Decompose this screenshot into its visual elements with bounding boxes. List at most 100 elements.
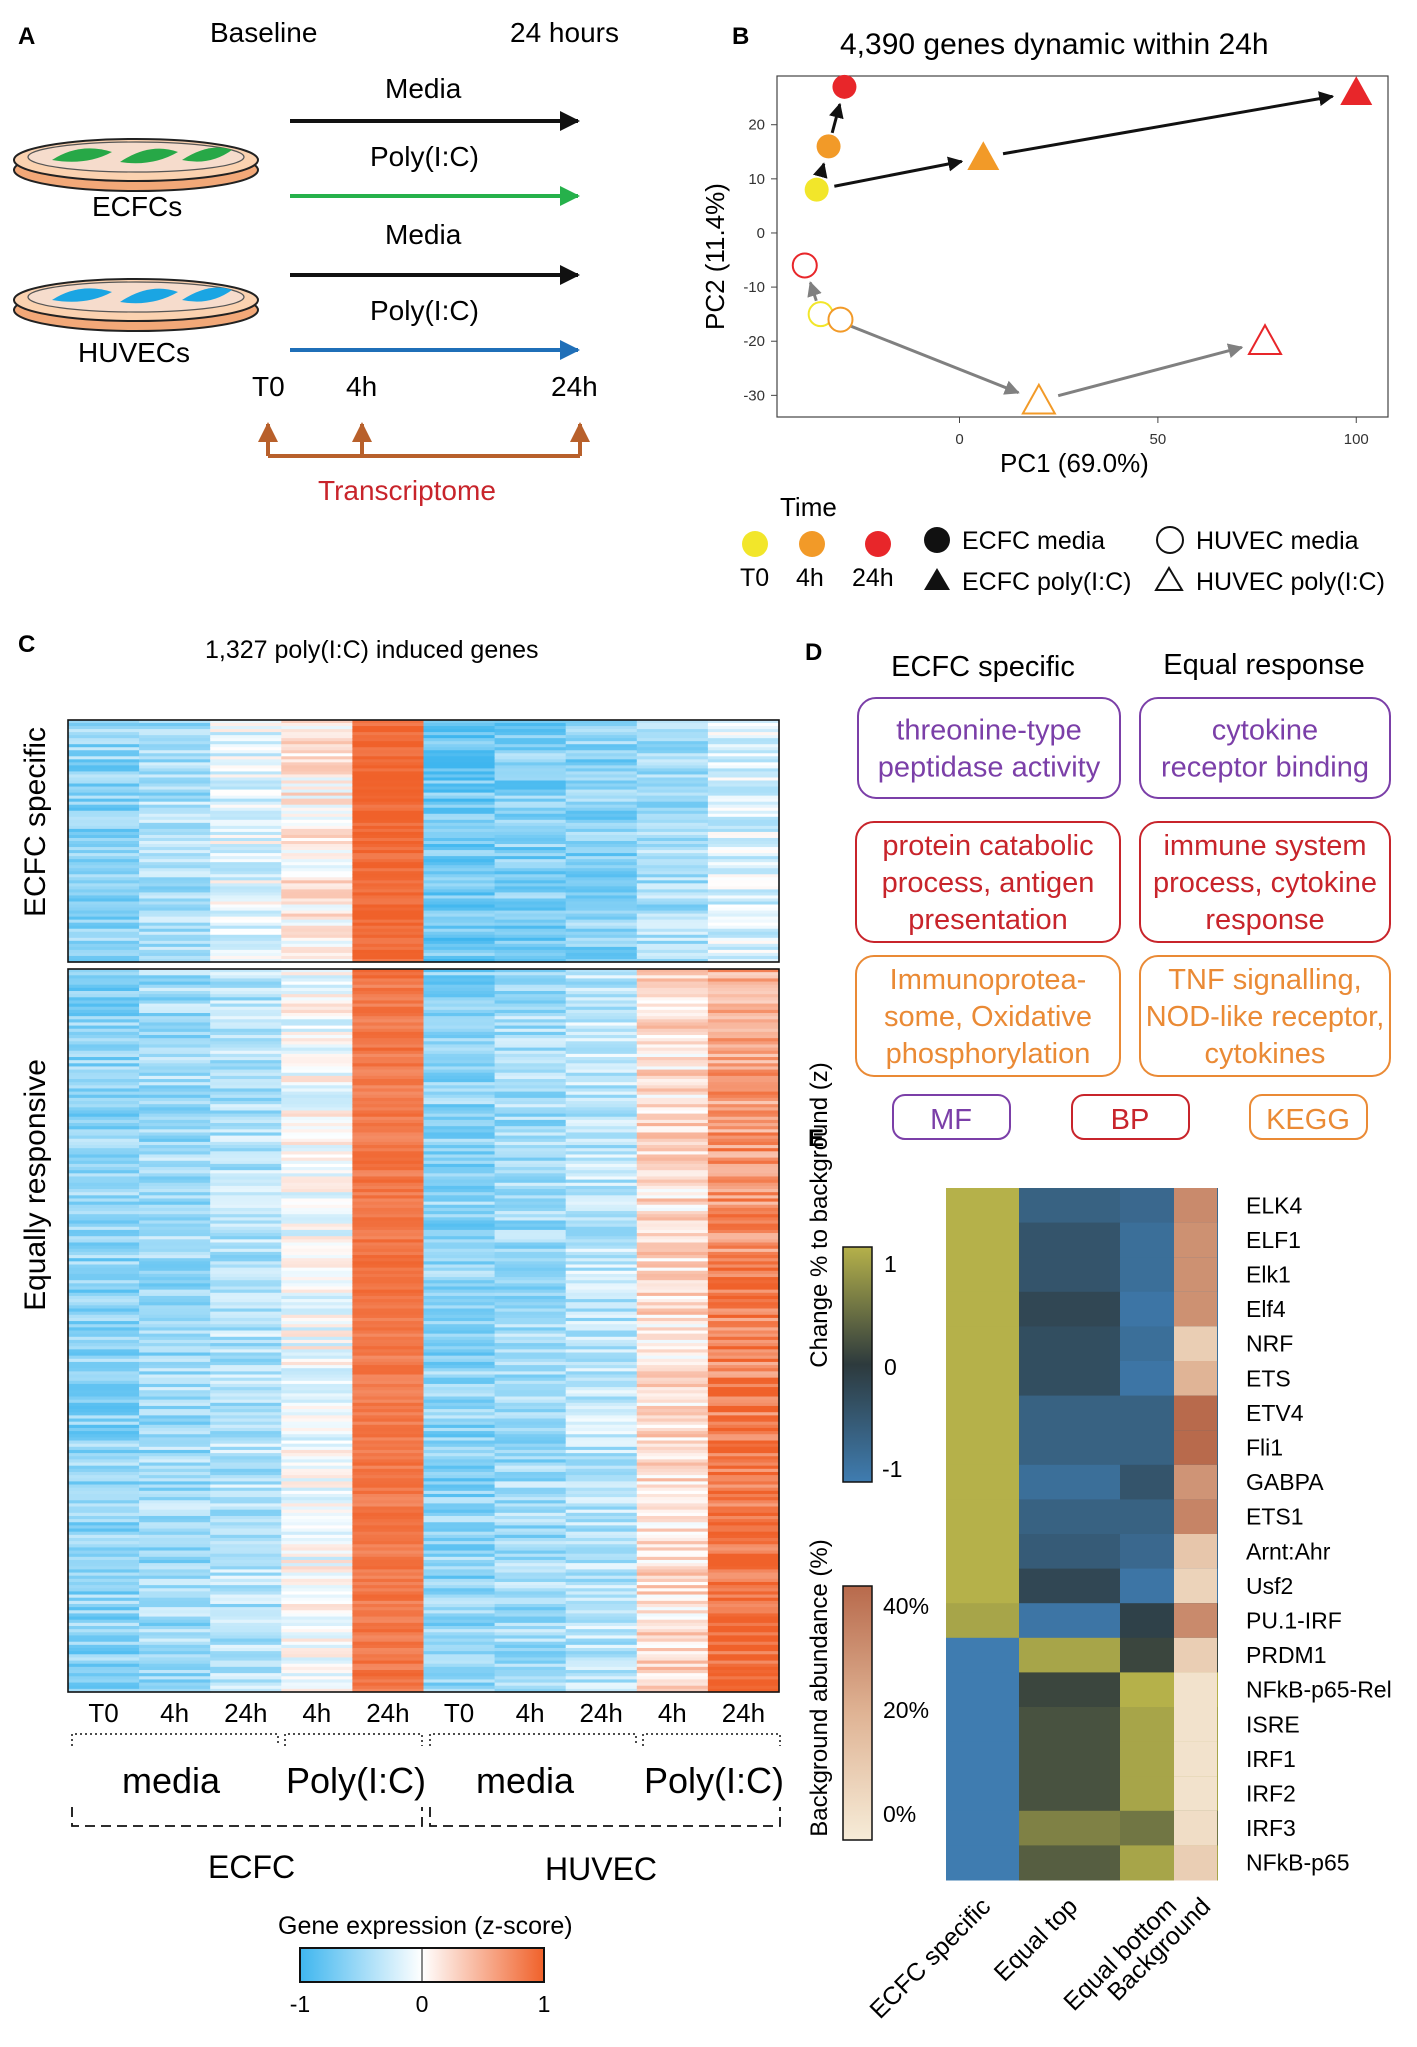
- heatmap-cell: [423, 1610, 496, 1615]
- heatmap-cell: [494, 949, 567, 954]
- heatmap-cell: [636, 1336, 709, 1341]
- heatmap-cell: [210, 868, 282, 872]
- heatmap-cell: [494, 1676, 567, 1681]
- heatmap-cell: [707, 822, 780, 827]
- heatmap-cell: [636, 1475, 709, 1479]
- heatmap-cell: [281, 1019, 353, 1024]
- heatmap-cell: [494, 1019, 567, 1024]
- heatmap-cluster2-frame: [67, 968, 780, 1693]
- heatmap-cell: [210, 1638, 282, 1643]
- heatmap-cell: [494, 1160, 567, 1165]
- heatmap-cell: [565, 810, 638, 815]
- heatmap-cell: [565, 1214, 638, 1218]
- heatmap-cell: [281, 1635, 353, 1640]
- heatmap-cell: [636, 1292, 709, 1297]
- heatmap-cell: [494, 1666, 567, 1671]
- heatmap-cell: [707, 1468, 780, 1473]
- enrichment-text-equal-kegg: TNF signalling, NOD-like receptor, cytokin…: [1146, 964, 1385, 1070]
- heatmap-cell: [352, 943, 425, 948]
- heatmap-cell: [423, 1594, 496, 1599]
- heatmap-cell: [423, 768, 496, 773]
- heatmap-cell: [352, 792, 425, 797]
- heatmap-cell: [423, 1082, 496, 1086]
- heatmap-cell: [210, 1135, 282, 1140]
- heatmap-cell: [352, 1107, 425, 1112]
- heatmap-cell: [281, 1409, 353, 1413]
- heatmap-cell: [636, 1431, 709, 1435]
- heatmap-cell: [423, 1141, 496, 1146]
- heatmap-cell: [281, 1138, 353, 1143]
- heatmap-cell: [423, 898, 496, 903]
- heatmap-cell: [423, 771, 496, 776]
- heatmap-cell: [423, 1286, 496, 1291]
- heatmap-cell: [565, 1418, 638, 1423]
- heatmap-cell: [636, 816, 709, 821]
- heatmap-cell: [210, 804, 282, 809]
- heatmap-cell: [494, 777, 567, 782]
- heatmap-cell: [494, 1135, 567, 1140]
- heatmap-cell: [423, 1025, 496, 1030]
- heatmap-cell: [636, 1393, 709, 1398]
- heatmap-cell: [707, 1566, 780, 1570]
- heatmap-cell: [281, 1163, 353, 1168]
- heatmap-cell: [423, 1497, 496, 1501]
- heatmap-cell: [565, 1264, 638, 1269]
- heatmap-cell: [352, 1022, 425, 1027]
- heatmap-cell: [636, 1013, 709, 1017]
- heatmap-cell: [139, 1610, 211, 1615]
- heatmap-cell: [68, 1497, 140, 1501]
- heatmap-cell: [565, 886, 638, 891]
- heatmap-cell: [423, 1305, 496, 1310]
- heatmap-cell: [423, 916, 496, 921]
- heatmap-cell: [707, 1446, 780, 1451]
- heatmap-cell: [494, 729, 567, 733]
- heatmap-cell: [139, 768, 211, 773]
- heatmap-cell: [707, 1484, 780, 1489]
- heatmap-cell: [636, 1239, 709, 1244]
- point-ecfc-poly-i-c--24h: [1340, 76, 1373, 106]
- heatmap-cell: [494, 786, 567, 791]
- heatmap-cell: [210, 1581, 282, 1586]
- heatmap-cell: [281, 726, 353, 730]
- timepoint-4h: 4h: [346, 371, 377, 402]
- heatmap-cell: [210, 1512, 282, 1517]
- heatmap-cell: [210, 1031, 282, 1036]
- heatmap-cell: [636, 1110, 709, 1115]
- heatmap-cell: [281, 994, 353, 998]
- heatmap-cell: [494, 1418, 567, 1423]
- heatmap-cell: [68, 1679, 140, 1684]
- heatmap-cell: [352, 810, 425, 815]
- heatmap-cell: [423, 1066, 496, 1071]
- heatmap-cell: [68, 901, 140, 906]
- heatmap-cell: [636, 804, 709, 809]
- heatmap-cell: [68, 1541, 140, 1545]
- heatmap-cell: [281, 1424, 353, 1429]
- heatmap-cell: [423, 987, 496, 992]
- abundance-colorbar-tick-40: 40%: [883, 1593, 929, 1619]
- heatmap-cell: [423, 877, 496, 881]
- heatmap-cell: [494, 1427, 567, 1432]
- heatmap-cell: [352, 1214, 425, 1218]
- heatmap-cell: [707, 1163, 780, 1168]
- tf-cell-arnt-ahr-2: [1019, 1534, 1120, 1570]
- heatmap-cell: [636, 1424, 709, 1429]
- heatmap-cell: [68, 1063, 140, 1068]
- heatmap-cell: [707, 1346, 780, 1350]
- heatmap-cell: [139, 1063, 211, 1068]
- tf-cell-pu-1-irf-2: [1019, 1603, 1120, 1639]
- heatmap-cell: [68, 1003, 140, 1008]
- heatmap-cell: [707, 1657, 780, 1662]
- heatmap-cell: [423, 1509, 496, 1514]
- heatmap-cell: [423, 1525, 496, 1530]
- tf-background-cell-nfkb-p65: [1174, 1845, 1217, 1881]
- ecfc-dish-icon: [13, 138, 259, 192]
- heatmap-cell: [494, 1339, 567, 1344]
- heatmap-cell: [494, 756, 567, 760]
- point-huvec-media-24h: [791, 252, 818, 279]
- heatmap-cell: [636, 871, 709, 875]
- heatmap-cell: [494, 1603, 567, 1608]
- heatmap-cell: [210, 798, 282, 803]
- heatmap-cell: [565, 1016, 638, 1020]
- heatmap-cell: [68, 1211, 140, 1215]
- heatmap-cell: [565, 904, 638, 909]
